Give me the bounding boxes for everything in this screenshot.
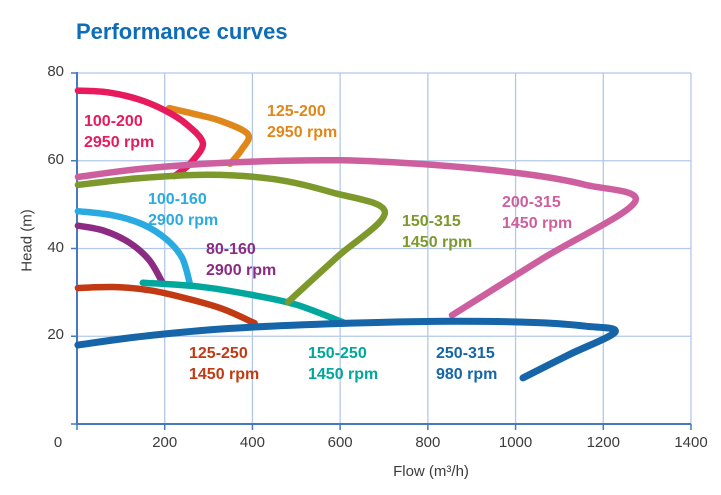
y-tick-label-60: 60 <box>47 150 64 168</box>
x-tick-label-600: 600 <box>327 434 353 451</box>
curve-100-160 <box>74 207 194 289</box>
curve-label-100-160: 100-160 2900 rpm <box>148 189 218 231</box>
curve-label-rpm: 2900 rpm <box>148 212 219 229</box>
curve-label-250-315: 250-315 980 rpm <box>436 343 497 385</box>
x-tick-label-200: 200 <box>152 434 178 451</box>
curve-125-200 <box>165 104 253 168</box>
y-tick-label-20: 20 <box>47 326 64 344</box>
curve-label-rpm: 2900 rpm <box>206 262 277 279</box>
curve-label-rpm: 2950 rpm <box>267 124 338 141</box>
chart-title: Performance curves <box>76 19 288 44</box>
curve-label-model: 250-315 <box>436 345 495 362</box>
curve-label-rpm: 1450 rpm <box>189 366 260 383</box>
curve-150-315 <box>74 171 389 306</box>
x-tick-label-800: 800 <box>415 434 441 451</box>
curve-label-200-315: 200-315 1450 rpm <box>502 192 572 234</box>
curve-150-250 <box>139 279 347 326</box>
curve-label-model: 125-200 <box>267 103 326 120</box>
curve-label-model: 100-160 <box>148 191 207 208</box>
curve-label-rpm: 1450 rpm <box>402 234 473 251</box>
origin-tick-label: 0 <box>53 434 63 451</box>
curve-200-315 <box>74 156 639 319</box>
curve-label-rpm: 1450 rpm <box>308 366 379 383</box>
x-tick-label-1400: 1400 <box>674 434 708 451</box>
x-tick-label-400: 400 <box>239 434 265 451</box>
x-tick-label-1200: 1200 <box>586 434 620 451</box>
curve-label-model: 150-250 <box>308 345 367 362</box>
curve-label-rpm: 2950 rpm <box>84 134 155 151</box>
curve-100-200 <box>74 87 207 180</box>
curve-label-model: 100-200 <box>84 113 143 130</box>
y-tick-label-40: 40 <box>47 238 64 256</box>
curve-label-model: 150-315 <box>402 213 461 230</box>
curve-label-150-250: 150-250 1450 rpm <box>308 343 378 385</box>
x-tick-label-1000: 1000 <box>498 434 533 451</box>
curve-label-model: 200-315 <box>502 194 561 211</box>
curve-250-315 <box>74 317 619 382</box>
curve-label-model: 125-250 <box>189 345 248 362</box>
y-tick-label-80: 80 <box>47 63 64 80</box>
curve-label-100-200: 100-200 2950 rpm <box>84 111 154 153</box>
curve-label-150-315: 150-315 1450 rpm <box>402 211 472 253</box>
curve-label-rpm: 980 rpm <box>436 366 498 383</box>
curve-125-250 <box>74 283 258 327</box>
curve-label-80-160: 80-160 2900 rpm <box>206 239 276 281</box>
curve-80-160 <box>74 222 167 287</box>
curve-label-rpm: 1450 rpm <box>502 215 573 232</box>
curve-label-model: 80-160 <box>206 241 256 258</box>
curve-label-125-250: 125-250 1450 rpm <box>189 343 259 385</box>
x-axis-title: Flow (m³/h) <box>393 463 469 480</box>
curve-label-125-200: 125-200 2950 rpm <box>267 101 337 143</box>
